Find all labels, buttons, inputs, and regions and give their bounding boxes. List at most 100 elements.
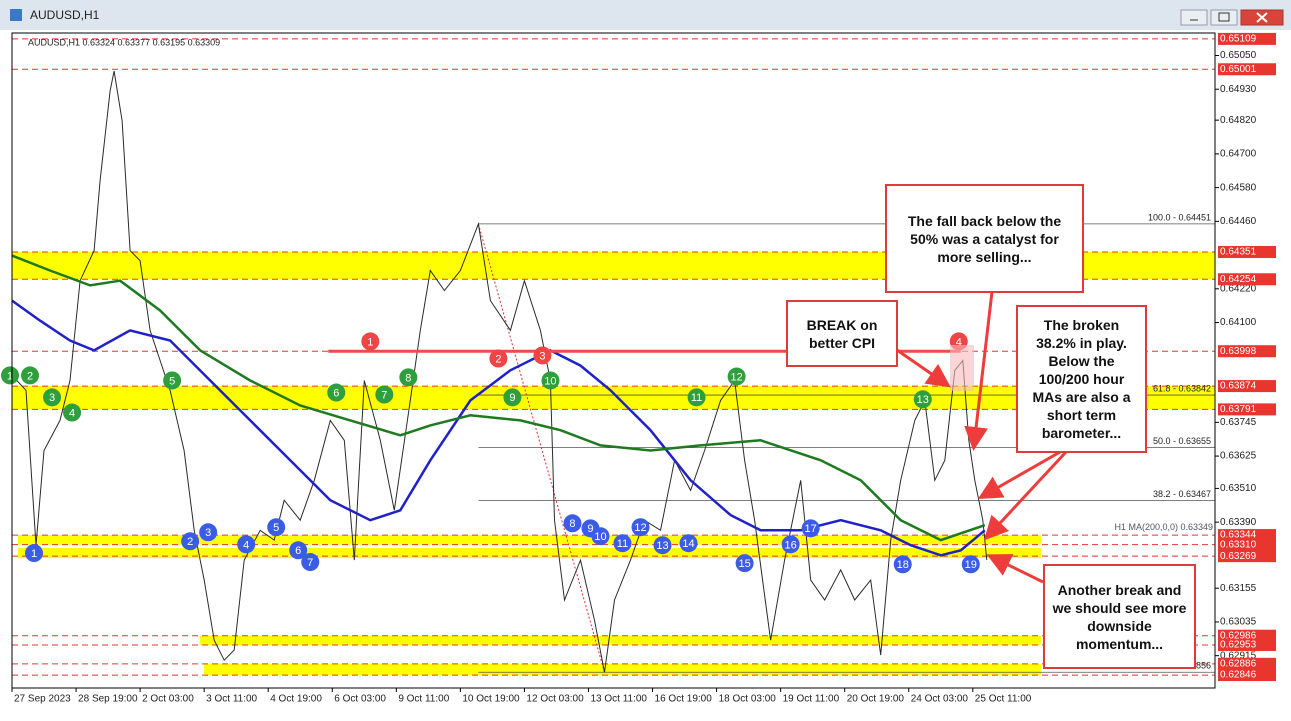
x-tick-label: 2 Oct 03:00 xyxy=(142,694,194,705)
marker-label: 4 xyxy=(956,336,962,348)
y-tick-label: 0.63510 xyxy=(1220,483,1257,494)
marker xyxy=(199,523,218,542)
marker-label: 11 xyxy=(617,538,628,550)
x-tick-label: 6 Oct 03:00 xyxy=(334,694,386,705)
level-tag xyxy=(1218,403,1276,416)
marker xyxy=(687,388,706,407)
annotation: Another break and we should see more dow… xyxy=(1043,564,1196,669)
zone xyxy=(200,635,1041,645)
marker xyxy=(375,385,394,404)
x-tick-label: 18 Oct 03:00 xyxy=(719,694,777,705)
arrow xyxy=(977,450,1061,499)
x-tick-label: 24 Oct 03:00 xyxy=(911,694,969,705)
zone xyxy=(18,535,1041,545)
window-icon xyxy=(10,9,22,21)
annotation: The fall back below the 50% was a cataly… xyxy=(885,184,1084,293)
marker-label: 7 xyxy=(381,389,387,401)
x-tick-label: 28 Sep 19:00 xyxy=(78,694,138,705)
moving-average xyxy=(11,254,986,542)
y-tick-label: 0.64930 xyxy=(1220,84,1257,95)
marker xyxy=(21,366,40,385)
x-tick-label: 16 Oct 19:00 xyxy=(655,694,713,705)
marker-label: 14 xyxy=(682,538,694,550)
marker xyxy=(735,554,754,573)
marker-label: 3 xyxy=(205,527,211,539)
marker xyxy=(399,368,418,387)
x-tick-label: 25 Oct 11:00 xyxy=(975,694,1032,705)
level-tag xyxy=(1218,345,1276,358)
marker-label: 12 xyxy=(730,371,742,383)
marker xyxy=(591,527,610,546)
marker-label: 17 xyxy=(805,523,817,535)
zone xyxy=(18,548,1041,559)
x-tick-label: 27 Sep 2023 xyxy=(14,694,71,705)
x-tick-label: 3 Oct 11:00 xyxy=(206,694,257,705)
y-tick-label: 0.64460 xyxy=(1220,216,1257,227)
marker-label: 13 xyxy=(917,394,929,406)
arrow xyxy=(964,291,994,451)
fib-label: 50.0 - 0.63655 xyxy=(1153,436,1211,446)
level-tag xyxy=(1218,529,1276,542)
window-title: AUDUSD,H1 xyxy=(30,8,100,22)
level-tag xyxy=(1218,669,1276,682)
marker xyxy=(361,332,380,351)
marker xyxy=(237,535,256,554)
marker-label: 7 xyxy=(307,557,313,569)
icon xyxy=(1256,12,1268,23)
level-label: 0.63998 xyxy=(1220,346,1257,357)
price-line xyxy=(11,70,988,673)
level-label: 0.63791 xyxy=(1220,404,1257,415)
marker-label: 5 xyxy=(273,522,279,534)
marker xyxy=(541,371,560,390)
marker-label: 10 xyxy=(544,375,556,387)
marker-label: 3 xyxy=(539,350,545,362)
marker xyxy=(181,532,200,551)
marker xyxy=(267,518,286,537)
marker xyxy=(503,388,522,407)
annotation: BREAK on better CPI xyxy=(786,300,898,367)
y-tick-label: 0.64820 xyxy=(1220,115,1257,126)
arrow xyxy=(983,450,1068,541)
level-label: 0.63269 xyxy=(1220,551,1257,562)
marker-label: 1 xyxy=(7,370,13,382)
symbol-info: AUDUSD,H1 0.63324 0.63377 0.63195 0.6330… xyxy=(28,37,220,47)
minimize-button[interactable] xyxy=(1180,9,1208,26)
level-tag xyxy=(1218,273,1276,286)
marker-label: 15 xyxy=(738,558,750,570)
level-label: 0.64351 xyxy=(1220,247,1257,258)
x-tick-label: 10 Oct 19:00 xyxy=(462,694,520,705)
marker xyxy=(631,518,650,537)
marker xyxy=(289,541,308,560)
marker xyxy=(43,388,62,407)
x-tick-label: 19 Oct 11:00 xyxy=(783,694,840,705)
x-tick-label: 12 Oct 03:00 xyxy=(526,694,584,705)
level-label: 0.62986 xyxy=(1220,630,1257,641)
level-label: 0.65109 xyxy=(1220,34,1257,45)
marker-label: 1 xyxy=(367,336,373,348)
plot-frame xyxy=(11,32,1216,689)
y-tick-label: 0.64700 xyxy=(1220,149,1257,160)
level-label: 0.62846 xyxy=(1220,670,1257,681)
x-tick-label: 9 Oct 11:00 xyxy=(398,694,449,705)
marker-label: 10 xyxy=(594,531,606,543)
marker-label: 9 xyxy=(587,523,593,535)
arrow xyxy=(986,554,1044,584)
moving-average xyxy=(11,299,986,557)
level-tag xyxy=(1218,550,1276,563)
x-tick-label: 4 Oct 19:00 xyxy=(270,694,322,705)
y-tick-label: 0.63745 xyxy=(1220,417,1257,428)
fib-label: 38.2 - 0.63467 xyxy=(1153,489,1211,499)
maximize-button[interactable] xyxy=(1210,9,1238,26)
marker xyxy=(679,534,698,553)
level-tag xyxy=(1218,657,1276,670)
marker-label: 18 xyxy=(897,559,909,571)
fib-label: 61.8 - 0.63842 xyxy=(1153,383,1211,393)
marker-label: 11 xyxy=(691,392,702,404)
level-label: 0.65001 xyxy=(1220,64,1257,75)
marker-label: 5 xyxy=(169,375,175,387)
x-tick-label: 13 Oct 11:00 xyxy=(590,694,647,705)
marker xyxy=(0,366,19,385)
level-label: 0.63874 xyxy=(1220,381,1257,392)
